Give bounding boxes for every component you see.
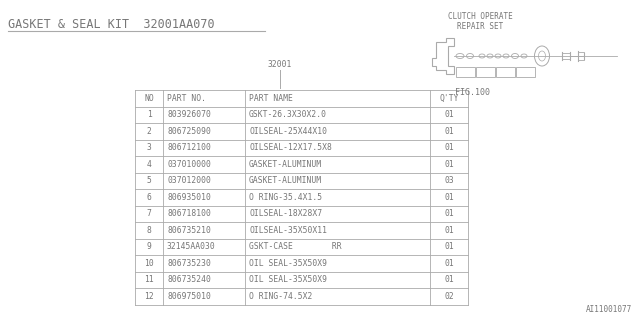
Text: 01: 01 xyxy=(444,209,454,218)
Text: 806735240: 806735240 xyxy=(167,275,211,284)
Text: 7: 7 xyxy=(147,209,152,218)
Text: 01: 01 xyxy=(444,143,454,152)
Text: FIG.100: FIG.100 xyxy=(454,88,490,97)
Text: PART NAME: PART NAME xyxy=(249,94,293,103)
Text: PART NO.: PART NO. xyxy=(167,94,206,103)
Text: 01: 01 xyxy=(444,275,454,284)
Text: 9: 9 xyxy=(147,242,152,251)
Text: 037012000: 037012000 xyxy=(167,176,211,185)
Text: 803926070: 803926070 xyxy=(167,110,211,119)
Text: 806975010: 806975010 xyxy=(167,292,211,301)
Text: 32145AA030: 32145AA030 xyxy=(167,242,216,251)
Text: 806735210: 806735210 xyxy=(167,226,211,235)
Text: 806935010: 806935010 xyxy=(167,193,211,202)
Text: 8: 8 xyxy=(147,226,152,235)
Text: 6: 6 xyxy=(147,193,152,202)
Bar xyxy=(456,67,475,77)
Text: 01: 01 xyxy=(444,160,454,169)
Text: OILSEAL-18X28X7: OILSEAL-18X28X7 xyxy=(249,209,322,218)
Text: AI11001077: AI11001077 xyxy=(586,305,632,314)
Text: OIL SEAL-35X50X9: OIL SEAL-35X50X9 xyxy=(249,275,327,284)
Text: 01: 01 xyxy=(444,226,454,235)
Text: GASKET-ALUMINUM: GASKET-ALUMINUM xyxy=(249,160,322,169)
Bar xyxy=(476,67,495,77)
Text: 806735230: 806735230 xyxy=(167,259,211,268)
Text: GSKT-CASE        RR: GSKT-CASE RR xyxy=(249,242,342,251)
Text: 01: 01 xyxy=(444,127,454,136)
Text: NO: NO xyxy=(144,94,154,103)
Text: 4: 4 xyxy=(147,160,152,169)
Text: 037010000: 037010000 xyxy=(167,160,211,169)
Text: GSKT-26.3X30X2.0: GSKT-26.3X30X2.0 xyxy=(249,110,327,119)
Text: 2: 2 xyxy=(147,127,152,136)
Text: 806712100: 806712100 xyxy=(167,143,211,152)
Text: REPAIR SET: REPAIR SET xyxy=(457,22,503,31)
Text: OIL SEAL-35X50X9: OIL SEAL-35X50X9 xyxy=(249,259,327,268)
Text: 01: 01 xyxy=(444,242,454,251)
Text: 11: 11 xyxy=(144,275,154,284)
Text: GASKET & SEAL KIT  32001AA070: GASKET & SEAL KIT 32001AA070 xyxy=(8,18,214,31)
Text: 10: 10 xyxy=(144,259,154,268)
Text: 3: 3 xyxy=(147,143,152,152)
Bar xyxy=(496,67,515,77)
Text: 32001: 32001 xyxy=(268,60,292,69)
Text: OILSEAL-12X17.5X8: OILSEAL-12X17.5X8 xyxy=(249,143,332,152)
Text: 01: 01 xyxy=(444,193,454,202)
Text: OILSEAL-35X50X11: OILSEAL-35X50X11 xyxy=(249,226,327,235)
Text: O RING-74.5X2: O RING-74.5X2 xyxy=(249,292,312,301)
Text: 806718100: 806718100 xyxy=(167,209,211,218)
Bar xyxy=(516,67,535,77)
Text: CLUTCH OPERATE: CLUTCH OPERATE xyxy=(447,12,513,21)
Text: 03: 03 xyxy=(444,176,454,185)
Text: O RING-35.4X1.5: O RING-35.4X1.5 xyxy=(249,193,322,202)
Text: Q'TY: Q'TY xyxy=(439,94,459,103)
Text: GASKET-ALUMINUM: GASKET-ALUMINUM xyxy=(249,176,322,185)
Text: 5: 5 xyxy=(147,176,152,185)
Text: 12: 12 xyxy=(144,292,154,301)
Text: 01: 01 xyxy=(444,259,454,268)
Text: 1: 1 xyxy=(147,110,152,119)
Text: OILSEAL-25X44X10: OILSEAL-25X44X10 xyxy=(249,127,327,136)
Text: 01: 01 xyxy=(444,110,454,119)
Text: 02: 02 xyxy=(444,292,454,301)
Text: 806725090: 806725090 xyxy=(167,127,211,136)
